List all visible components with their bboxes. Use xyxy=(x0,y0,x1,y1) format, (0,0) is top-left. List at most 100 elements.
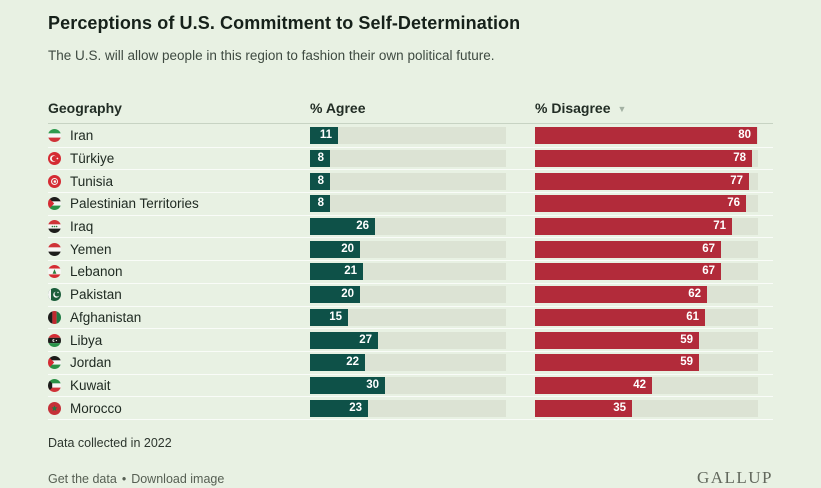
agree-value-label: 20 xyxy=(341,288,354,301)
jordan-flag-icon xyxy=(48,356,61,370)
disagree-value-label: 67 xyxy=(702,265,715,278)
disagree-bar[interactable]: 76 xyxy=(535,195,746,213)
disagree-bar[interactable]: 80 xyxy=(535,127,757,145)
disagree-value-label: 78 xyxy=(733,152,746,165)
country-label: Yemen xyxy=(70,241,112,257)
disagree-bar-track: 35 xyxy=(535,399,758,417)
table-row: Morocco 23 35 xyxy=(48,397,773,420)
agree-cell: 27 xyxy=(310,331,535,349)
country-label: Palestinian Territories xyxy=(70,196,199,212)
country-label: Afghanistan xyxy=(70,309,142,325)
table-row: Afghanistan 15 61 xyxy=(48,307,773,330)
disagree-bar[interactable]: 71 xyxy=(535,218,732,236)
agree-bar[interactable]: 23 xyxy=(310,399,368,417)
agree-bar[interactable]: 8 xyxy=(310,150,330,168)
disagree-bar-track: 77 xyxy=(535,172,758,190)
disagree-value-label: 71 xyxy=(713,220,726,233)
agree-bar[interactable]: 26 xyxy=(310,218,375,236)
disagree-cell: 62 xyxy=(535,286,758,304)
agree-bar-track: 20 xyxy=(310,240,506,258)
geography-cell: Iran xyxy=(48,128,310,143)
chart-subtitle: The U.S. will allow people in this regio… xyxy=(48,48,495,63)
agree-value-label: 27 xyxy=(359,333,372,346)
agree-cell: 8 xyxy=(310,172,535,190)
disagree-bar[interactable]: 77 xyxy=(535,172,749,190)
agree-value-label: 15 xyxy=(329,310,342,323)
disagree-bar[interactable]: 67 xyxy=(535,263,721,281)
agree-bar[interactable]: 27 xyxy=(310,331,378,349)
disagree-bar[interactable]: 62 xyxy=(535,286,707,304)
iraq-flag-icon xyxy=(48,220,61,234)
agree-bar[interactable]: 8 xyxy=(310,172,330,190)
agree-bar[interactable]: 30 xyxy=(310,376,385,394)
footer-links: Get the data • Download image xyxy=(48,472,224,486)
agree-bar[interactable]: 20 xyxy=(310,240,360,258)
column-header-agree[interactable]: % Agree xyxy=(310,100,366,116)
column-header-disagree[interactable]: % Disagree ▼ xyxy=(535,100,758,116)
agree-value-label: 8 xyxy=(317,174,324,187)
disagree-bar[interactable]: 59 xyxy=(535,331,699,349)
table-row: Pakistan 20 62 xyxy=(48,284,773,307)
disagree-bar-track: 71 xyxy=(535,218,758,236)
agree-bar[interactable]: 20 xyxy=(310,286,360,304)
country-label: Iran xyxy=(70,128,94,144)
disagree-cell: 67 xyxy=(535,240,758,258)
geography-cell: Palestinian Territories xyxy=(48,196,310,211)
sort-descending-icon: ▼ xyxy=(617,104,627,114)
agree-bar[interactable]: 11 xyxy=(310,127,338,145)
geography-cell: Yemen xyxy=(48,242,310,257)
disagree-cell: 59 xyxy=(535,354,758,372)
table-row: Türkiye 8 78 xyxy=(48,148,773,171)
agree-bar[interactable]: 22 xyxy=(310,354,365,372)
table-row: Tunisia 8 77 xyxy=(48,170,773,194)
column-header-disagree-label: % Disagree xyxy=(535,100,611,116)
agree-value-label: 23 xyxy=(349,401,362,414)
disagree-bar-track: 59 xyxy=(535,331,758,349)
agree-value-label: 21 xyxy=(344,265,357,278)
disagree-value-label: 59 xyxy=(680,356,693,369)
agree-bar-track: 27 xyxy=(310,331,506,349)
disagree-bar-track: 80 xyxy=(535,127,758,145)
agree-cell: 20 xyxy=(310,240,535,258)
geography-cell: Pakistan xyxy=(48,287,310,302)
disagree-bar-track: 67 xyxy=(535,263,758,281)
table-row: Lebanon 21 67 xyxy=(48,261,773,284)
link-separator-dot: • xyxy=(121,471,127,486)
disagree-bar[interactable]: 61 xyxy=(535,308,705,326)
agree-bar-track: 23 xyxy=(310,399,506,417)
disagree-bar-track: 78 xyxy=(535,150,758,168)
agree-bar-track: 21 xyxy=(310,263,506,281)
download-image-link[interactable]: Download image xyxy=(131,471,225,486)
get-the-data-link[interactable]: Get the data xyxy=(48,471,117,486)
column-header-geography[interactable]: Geography xyxy=(48,100,122,116)
disagree-value-label: 76 xyxy=(727,197,740,210)
disagree-bar-track: 42 xyxy=(535,376,758,394)
agree-bar[interactable]: 8 xyxy=(310,195,330,213)
disagree-bar[interactable]: 67 xyxy=(535,240,721,258)
disagree-bar[interactable]: 35 xyxy=(535,399,632,417)
disagree-value-label: 59 xyxy=(680,333,693,346)
disagree-value-label: 80 xyxy=(738,129,751,142)
agree-value-label: 22 xyxy=(346,356,359,369)
disagree-cell: 67 xyxy=(535,263,758,281)
disagree-cell: 35 xyxy=(535,399,758,417)
agree-bar-track: 8 xyxy=(310,150,506,168)
disagree-bar[interactable]: 78 xyxy=(535,150,752,168)
disagree-cell: 80 xyxy=(535,127,758,145)
table-row: Palestinian Territories 8 76 xyxy=(48,193,773,216)
agree-bar-track: 11 xyxy=(310,127,506,145)
agree-bar[interactable]: 21 xyxy=(310,263,363,281)
table-row: Iraq 26 71 xyxy=(48,216,773,239)
disagree-bar[interactable]: 59 xyxy=(535,354,699,372)
disagree-bar[interactable]: 42 xyxy=(535,376,652,394)
agree-bar[interactable]: 15 xyxy=(310,308,348,326)
libya-flag-icon xyxy=(48,333,61,347)
disagree-bar-track: 61 xyxy=(535,308,758,326)
gallup-logo: GALLUP xyxy=(696,467,773,487)
agree-value-label: 30 xyxy=(366,378,379,391)
country-label: Morocco xyxy=(70,400,122,416)
disagree-value-label: 42 xyxy=(633,378,646,391)
afghanistan-flag-icon xyxy=(48,310,61,324)
agree-bar-track: 26 xyxy=(310,218,506,236)
